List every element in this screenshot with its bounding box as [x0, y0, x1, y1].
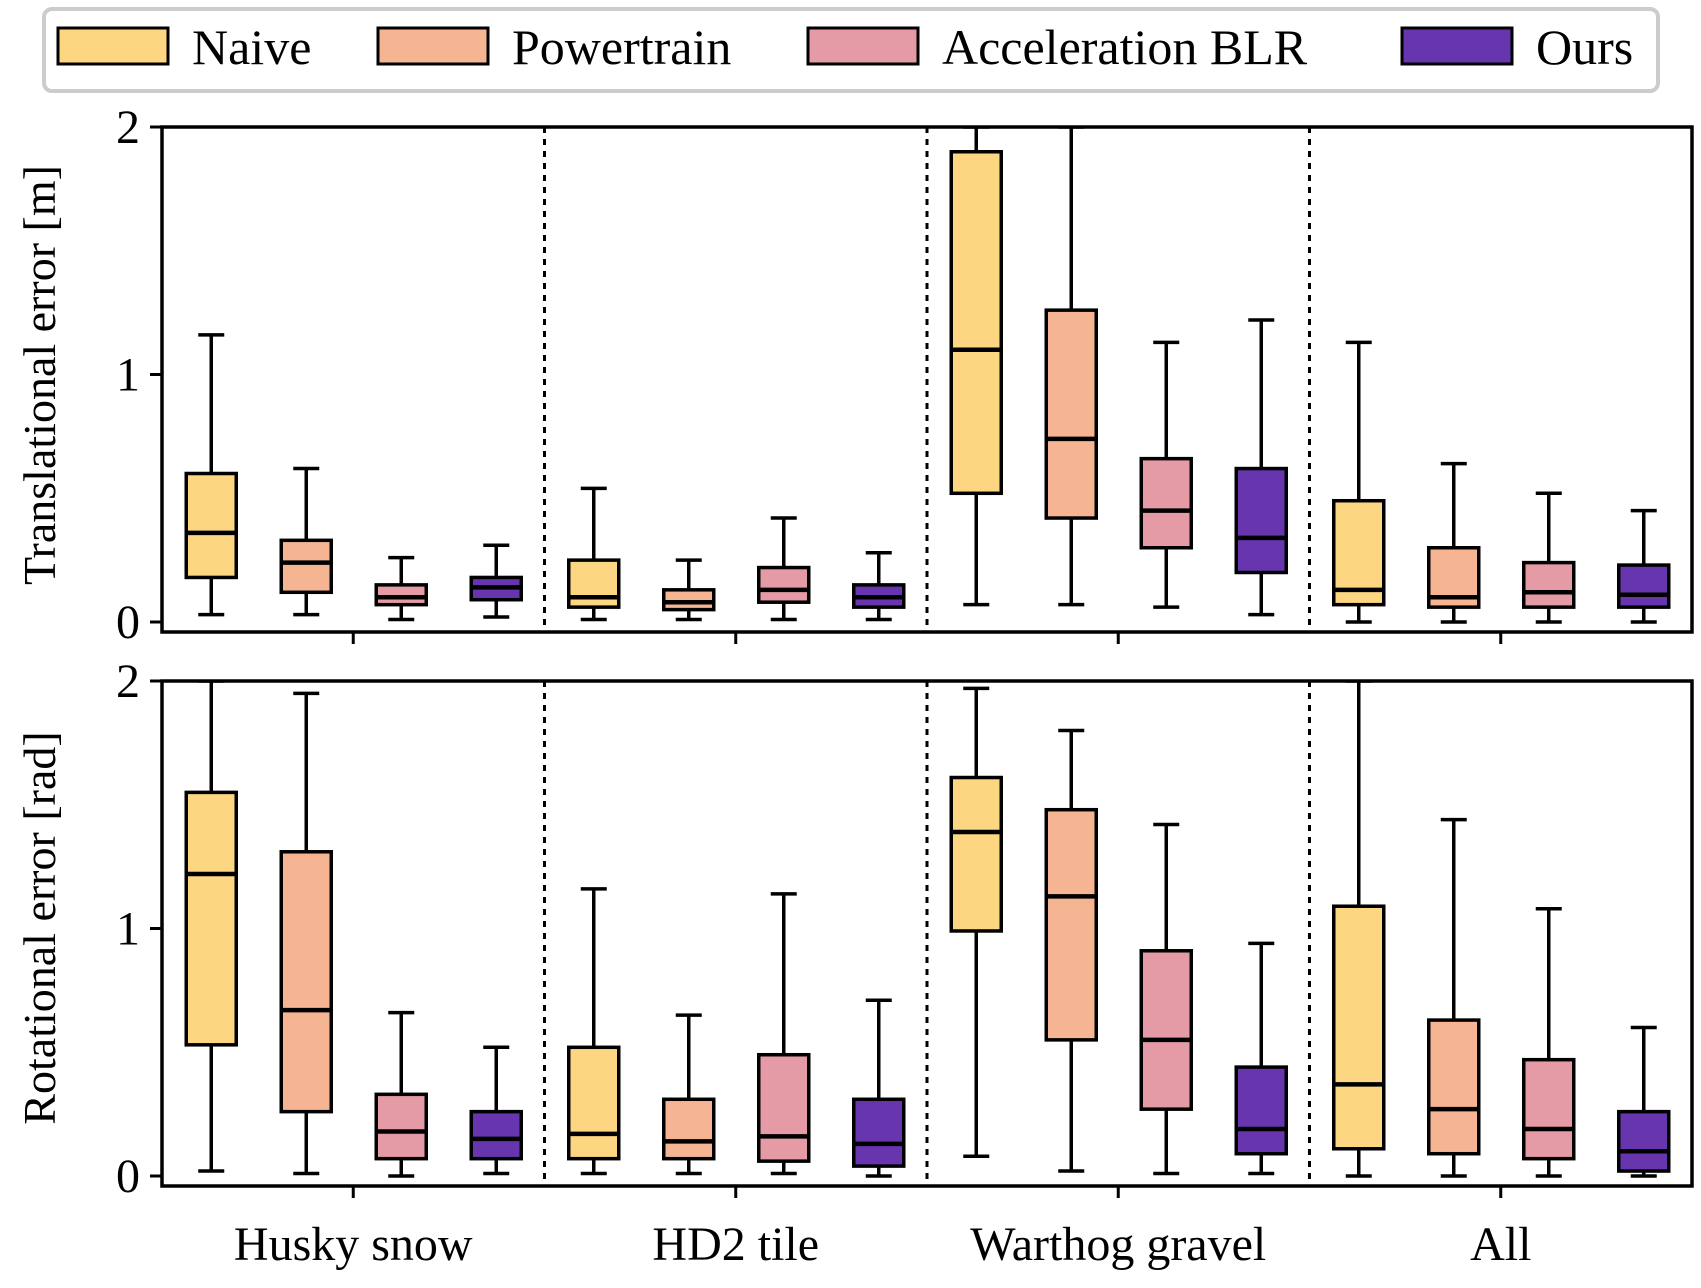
- y-axis-title-translational: Translational error [m]: [14, 165, 65, 585]
- box-naive-husky-snow: [184, 790, 238, 1047]
- x-label-hd2-tile: HD2 tile: [652, 1218, 819, 1271]
- box-ours-husky-snow: [469, 1109, 523, 1161]
- translational-error-panel: 0 1 2: [116, 101, 1694, 649]
- box-acceleration-blr-husky-snow: [374, 583, 428, 607]
- box-naive-all: [1332, 904, 1386, 1151]
- x-axis-category-labels: Husky snow HD2 tile Warthog gravel All: [234, 1218, 1532, 1271]
- legend-label-ours: Ours: [1536, 19, 1633, 75]
- legend-label-acceleration-blr: Acceleration BLR: [942, 19, 1308, 75]
- y-tick-label: 2: [116, 101, 140, 154]
- box-powertrain-hd2-tile: [662, 588, 716, 612]
- box-naive-husky-snow: [184, 471, 238, 580]
- box-group: [184, 681, 1671, 1178]
- box-powertrain-husky-snow: [279, 850, 333, 1114]
- legend: Naive Powertrain Acceleration BLR Ours: [42, 7, 1660, 93]
- box-acceleration-blr-all: [1522, 1057, 1576, 1161]
- box-powertrain-all: [1427, 1018, 1481, 1156]
- box-powertrain-warthog-gravel: [1044, 807, 1098, 1042]
- y-tick-label: 1: [116, 349, 140, 402]
- y-tick-label: 0: [116, 596, 140, 649]
- legend-swatch-ours: [1400, 26, 1514, 66]
- y-tick-label: 2: [116, 655, 140, 708]
- box-acceleration-blr-warthog-gravel: [1139, 456, 1193, 550]
- box-ours-warthog-gravel: [1234, 466, 1288, 575]
- legend-label-powertrain: Powertrain: [512, 19, 731, 75]
- y-tick-label: 1: [116, 903, 140, 956]
- y-tick-label: 0: [116, 1150, 140, 1203]
- plot-frame: [160, 679, 1694, 1188]
- box-group: [184, 127, 1671, 624]
- x-label-warthog-gravel: Warthog gravel: [970, 1218, 1266, 1271]
- box-naive-hd2-tile: [567, 558, 621, 609]
- legend-swatch-powertrain: [376, 26, 490, 66]
- x-label-all: All: [1470, 1218, 1531, 1271]
- box-acceleration-blr-warthog-gravel: [1139, 949, 1193, 1111]
- box-ours-warthog-gravel: [1234, 1065, 1288, 1156]
- rotational-error-panel: 0 1 2: [116, 655, 1694, 1203]
- legend-swatch-acceleration-blr: [806, 26, 920, 66]
- box-powertrain-hd2-tile: [662, 1097, 716, 1161]
- x-label-husky-snow: Husky snow: [234, 1218, 473, 1271]
- box-powertrain-husky-snow: [279, 538, 333, 595]
- legend-swatch-naive: [56, 26, 170, 66]
- plot-frame: [160, 125, 1694, 634]
- box-acceleration-blr-all: [1522, 560, 1576, 609]
- box-naive-all: [1332, 498, 1386, 607]
- box-acceleration-blr-hd2-tile: [757, 1052, 811, 1163]
- box-naive-warthog-gravel: [949, 775, 1003, 933]
- box-naive-warthog-gravel: [949, 150, 1003, 496]
- box-ours-all: [1617, 563, 1671, 609]
- box-ours-hd2-tile: [852, 1097, 906, 1168]
- y-axis-title-rotational: Rotational error [rad]: [14, 731, 65, 1124]
- box-ours-all: [1617, 1109, 1671, 1173]
- legend-label-naive: Naive: [192, 19, 311, 75]
- box-powertrain-warthog-gravel: [1044, 308, 1098, 520]
- box-acceleration-blr-husky-snow: [374, 1092, 428, 1161]
- box-acceleration-blr-hd2-tile: [757, 565, 811, 604]
- box-naive-hd2-tile: [567, 1045, 621, 1161]
